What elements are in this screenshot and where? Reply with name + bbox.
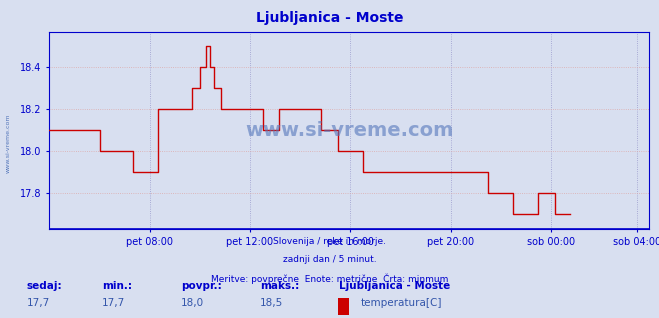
Text: sedaj:: sedaj: xyxy=(26,281,62,291)
Text: Slovenija / reke in morje.: Slovenija / reke in morje. xyxy=(273,237,386,246)
Text: www.si-vreme.com: www.si-vreme.com xyxy=(5,113,11,173)
Text: Ljubljanica - Moste: Ljubljanica - Moste xyxy=(256,11,403,25)
Text: maks.:: maks.: xyxy=(260,281,300,291)
Text: 18,5: 18,5 xyxy=(260,298,283,308)
Text: Meritve: povprečne  Enote: metrične  Črta: minmum: Meritve: povprečne Enote: metrične Črta:… xyxy=(211,274,448,284)
Text: Ljubljanica - Moste: Ljubljanica - Moste xyxy=(339,281,451,291)
Text: min.:: min.: xyxy=(102,281,132,291)
Text: www.si-vreme.com: www.si-vreme.com xyxy=(245,121,453,140)
Text: 17,7: 17,7 xyxy=(26,298,49,308)
Text: zadnji dan / 5 minut.: zadnji dan / 5 minut. xyxy=(283,255,376,264)
Text: 18,0: 18,0 xyxy=(181,298,204,308)
Text: 17,7: 17,7 xyxy=(102,298,125,308)
Text: povpr.:: povpr.: xyxy=(181,281,222,291)
Text: temperatura[C]: temperatura[C] xyxy=(361,298,443,308)
